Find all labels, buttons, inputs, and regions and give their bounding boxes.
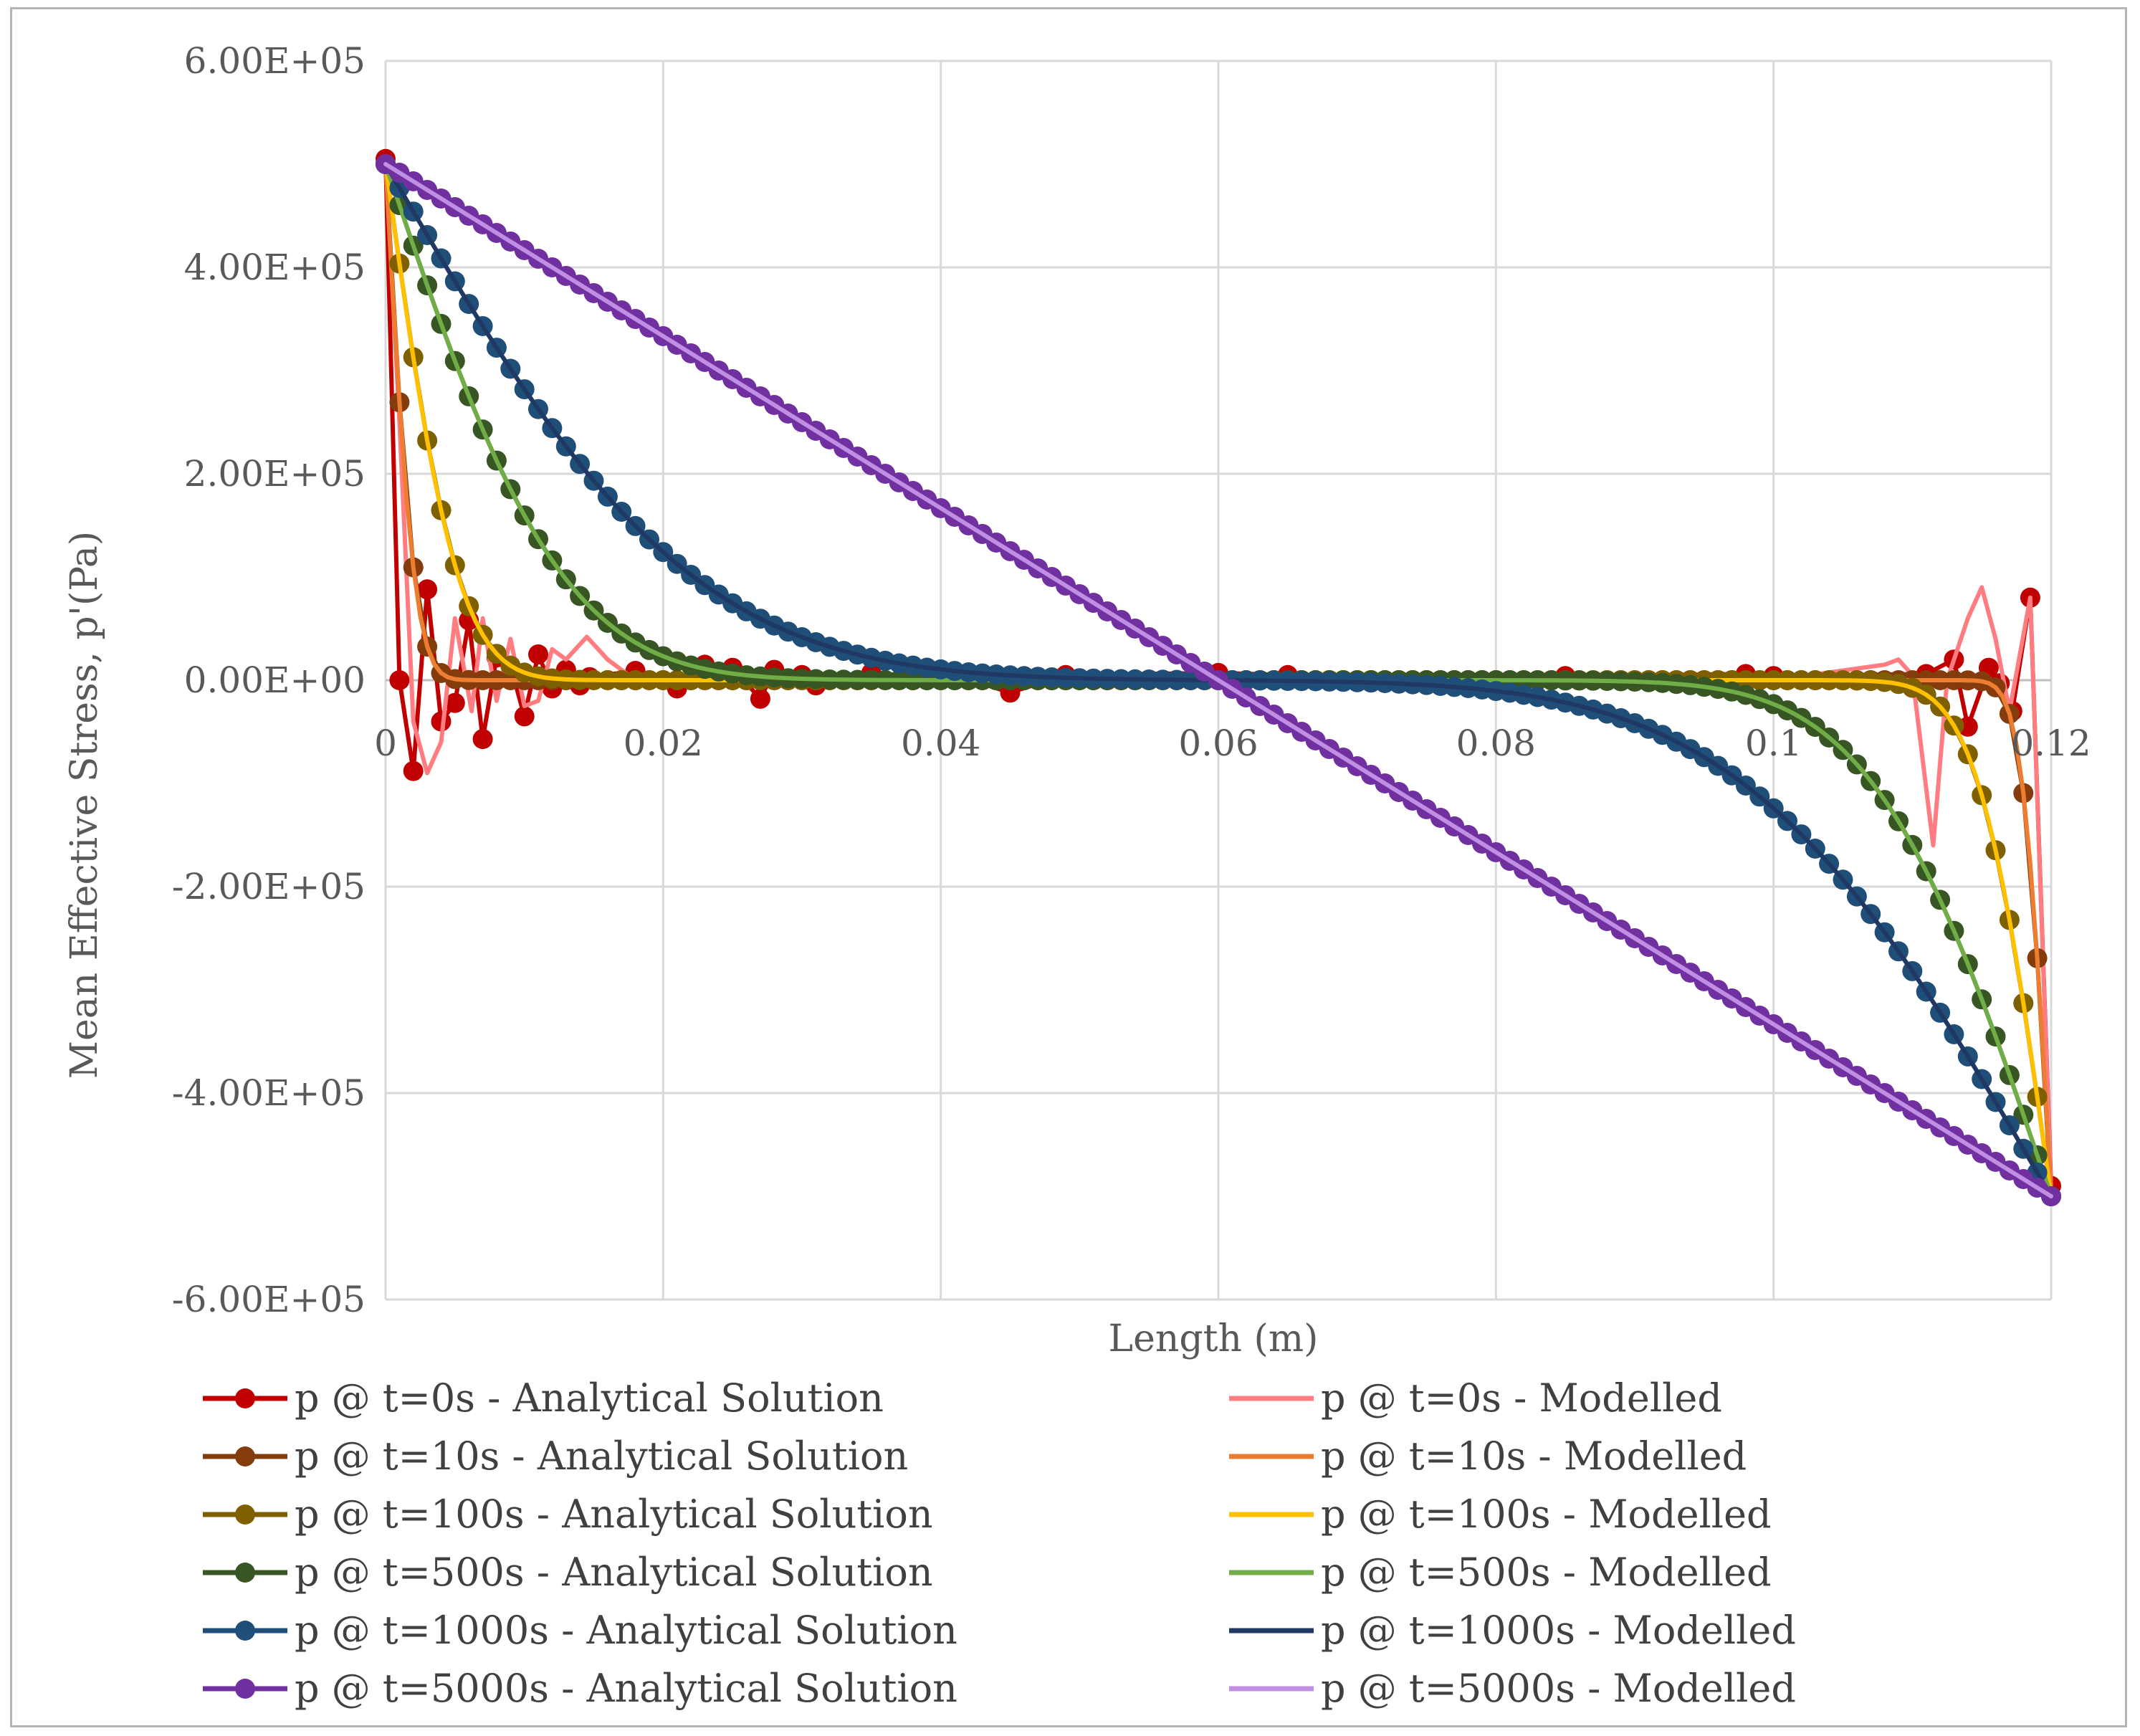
legend-label: p @ t=10s - Analytical Solution <box>295 1434 908 1479</box>
legend-label: p @ t=1000s - Analytical Solution <box>295 1608 957 1653</box>
x-axis-title: Length (m) <box>1109 1317 1319 1360</box>
series-line-modelled <box>383 162 2053 1198</box>
data-point <box>389 670 410 690</box>
x-tick-label: 0.06 <box>1178 722 1258 764</box>
tick-labels: 6.00E+05 4.00E+05 2.00E+05 0.00E+00 -2.00E+0… <box>172 40 2091 1320</box>
y-tick-label: 2.00E+05 <box>184 453 366 495</box>
data-point <box>444 692 465 713</box>
x-tick-label: 0.04 <box>901 722 980 764</box>
legend-label: p @ t=0s - Analytical Solution <box>295 1375 884 1421</box>
legend-marker <box>235 1679 255 1699</box>
legend-label: p @ t=1000s - Modelled <box>1321 1608 1796 1653</box>
legend-label: p @ t=500s - Modelled <box>1321 1550 1772 1595</box>
chart-frame: 6.00E+05 4.00E+05 2.00E+05 0.00E+00 -2.00E+0… <box>10 7 2127 1727</box>
legend-marker <box>235 1446 255 1466</box>
y-tick-label: 4.00E+05 <box>184 247 366 288</box>
y-tick-label: -4.00E+05 <box>172 1072 366 1114</box>
data-point <box>514 706 535 727</box>
legend-label: p @ t=5000s - Analytical Solution <box>295 1666 957 1711</box>
chart-svg: 6.00E+05 4.00E+05 2.00E+05 0.00E+00 -2.00E+0… <box>63 40 2091 1711</box>
legend: p @ t=0s - Analytical Solution p @ t=0s -… <box>203 1375 1796 1711</box>
y-tick-label: 0.00E+00 <box>184 659 366 701</box>
legend-label: p @ t=0s - Modelled <box>1321 1375 1722 1421</box>
legend-label: p @ t=100s - Modelled <box>1321 1492 1772 1537</box>
legend-marker <box>235 1563 255 1583</box>
data-point <box>528 644 548 664</box>
legend-marker <box>235 1621 255 1641</box>
y-tick-label: -2.00E+05 <box>172 866 366 907</box>
x-tick-label: 0 <box>374 722 397 764</box>
x-tick-label: 0.08 <box>1456 722 1536 764</box>
y-tick-label: -6.00E+05 <box>172 1279 366 1320</box>
legend-marker <box>235 1388 255 1408</box>
legend-marker <box>235 1504 255 1525</box>
data-point <box>403 760 424 781</box>
x-tick-label: 0.12 <box>2011 722 2091 764</box>
legend-label: p @ t=100s - Analytical Solution <box>295 1492 933 1537</box>
x-tick-label: 0.1 <box>1745 722 1802 764</box>
data-point <box>472 729 493 750</box>
series-line-modelled <box>383 156 2053 1193</box>
y-tick-label: 6.00E+05 <box>184 40 366 82</box>
plot-series <box>376 148 2061 1206</box>
legend-label: p @ t=10s - Modelled <box>1321 1434 1747 1479</box>
data-point <box>750 688 770 709</box>
x-tick-label: 0.02 <box>624 722 703 764</box>
y-axis-title: Mean Effective Stress, p'(Pa) <box>63 531 106 1079</box>
legend-label: p @ t=5000s - Modelled <box>1321 1666 1796 1711</box>
legend-label: p @ t=500s - Analytical Solution <box>295 1550 933 1595</box>
data-point <box>417 579 438 600</box>
